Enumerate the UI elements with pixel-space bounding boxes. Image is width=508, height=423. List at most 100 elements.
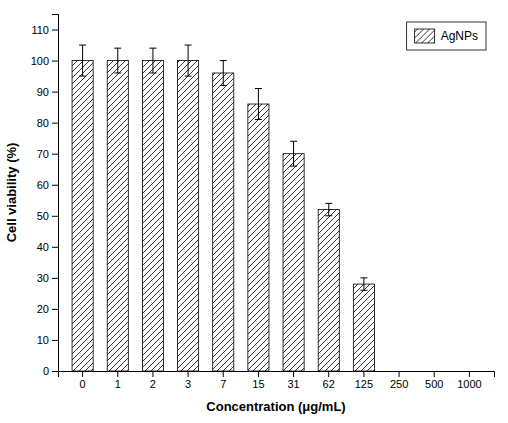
x-tick: 0	[80, 371, 86, 390]
x-tick: 7	[220, 371, 226, 390]
bar	[248, 104, 269, 371]
error-bar	[149, 48, 156, 73]
x-tick-label: 7	[220, 378, 226, 390]
x-tick-label: 1	[115, 378, 121, 390]
y-tick-mark	[52, 340, 58, 341]
chart: 0 1 2 3 7 15 31 62 125 250 500 1000 0 10 20 30 40 50 60 70 8…	[0, 0, 508, 423]
y-tick-mark	[52, 309, 58, 310]
bar	[353, 284, 374, 371]
y-tick: 80	[37, 117, 58, 129]
y-tick-mark	[52, 123, 58, 124]
x-tick: 1	[115, 371, 121, 390]
x-tick: 15	[252, 371, 264, 390]
y-tick-mark	[52, 92, 58, 93]
x-tick-mark	[258, 371, 259, 377]
y-axis-line	[52, 15, 59, 372]
y-tick-mark	[52, 371, 58, 372]
bar	[142, 61, 163, 371]
y-tick-mark	[52, 154, 58, 155]
x-axis-title: Concentration (μg/mL)	[206, 399, 345, 414]
error-bar	[220, 61, 227, 86]
y-tick: 30	[37, 272, 58, 284]
y-tick-label: 90	[37, 86, 49, 98]
y-tick-mark	[52, 30, 58, 31]
x-tick-label: 250	[390, 378, 408, 390]
x-tick-mark	[117, 371, 118, 377]
x-tick-mark	[223, 371, 224, 377]
y-tick: 20	[37, 303, 58, 315]
x-tick-label: 62	[323, 378, 335, 390]
y-tick-label: 110	[31, 24, 49, 36]
y-tick-label: 100	[31, 55, 49, 67]
y-tick: 40	[37, 241, 58, 253]
error-bar	[79, 45, 86, 76]
error-bar	[325, 203, 332, 215]
y-axis-title: Cell viability (%)	[4, 143, 19, 243]
x-tick-mark	[188, 371, 189, 377]
x-tick-mark	[434, 371, 435, 377]
y-tick: 110	[31, 24, 58, 36]
x-tick: 250	[390, 371, 408, 390]
x-tick-label: 2	[150, 378, 156, 390]
x-tick: 500	[425, 371, 443, 390]
x-tick-mark	[293, 371, 294, 377]
y-tick-label: 30	[37, 272, 49, 284]
y-tick: 0	[43, 365, 58, 377]
y-tick: 100	[31, 55, 58, 67]
y-tick: 90	[37, 86, 58, 98]
x-axis: 0 1 2 3 7 15 31 62 125 250 500 1000	[59, 371, 495, 390]
plot: 0 1 2 3 7 15 31 62 125 250 500 1000 0 10 20 30 40 50 60 70 8…	[31, 15, 495, 390]
x-tick-label: 1000	[457, 378, 481, 390]
y-tick-mark	[52, 216, 58, 217]
y-axis: 0 10 20 30 40 50 60 70 80 90 100 110	[31, 15, 59, 378]
legend-swatch	[415, 29, 435, 43]
x-tick-label: 31	[287, 378, 299, 390]
error-bar	[255, 89, 262, 120]
y-tick-label: 0	[43, 365, 49, 377]
y-tick: 60	[37, 179, 58, 191]
x-tick-label: 0	[80, 378, 86, 390]
x-tick: 31	[287, 371, 299, 390]
bar	[283, 154, 304, 371]
x-tick-mark	[152, 371, 153, 377]
y-tick-mark	[52, 247, 58, 248]
y-tick-label: 10	[37, 334, 49, 346]
x-tick-label: 500	[425, 378, 443, 390]
bar	[107, 61, 128, 371]
legend-frame	[407, 22, 486, 50]
y-tick-mark	[52, 278, 58, 279]
error-bar	[185, 45, 192, 76]
y-tick-mark	[52, 185, 58, 186]
y-tick-label: 40	[37, 241, 49, 253]
y-tick-mark	[52, 61, 58, 62]
x-tick-mark	[399, 371, 400, 377]
x-tick-label: 15	[252, 378, 264, 390]
y-tick-label: 80	[37, 117, 49, 129]
y-tick-label: 70	[37, 148, 49, 160]
x-tick: 1000	[457, 371, 481, 390]
bar	[178, 61, 199, 371]
x-tick: 2	[150, 371, 156, 390]
error-bar	[360, 278, 367, 290]
x-tick-label: 3	[185, 378, 191, 390]
y-tick: 10	[37, 334, 58, 346]
x-tick-label: 125	[355, 378, 373, 390]
y-tick: 50	[37, 210, 58, 222]
y-tick-label: 50	[37, 210, 49, 222]
bar	[72, 61, 93, 371]
y-tick-label: 20	[37, 303, 49, 315]
x-tick: 62	[323, 371, 335, 390]
marks	[72, 45, 374, 371]
error-bar	[114, 48, 121, 73]
bar	[318, 210, 339, 371]
x-tick-mark	[328, 371, 329, 377]
y-tick: 70	[37, 148, 58, 160]
y-tick-label: 60	[37, 179, 49, 191]
x-tick-mark	[82, 371, 83, 377]
x-tick-mark	[363, 371, 364, 377]
bar	[213, 73, 234, 371]
x-tick: 3	[185, 371, 191, 390]
legend-label: AgNPs	[441, 29, 478, 43]
x-tick-mark	[469, 371, 470, 377]
legend: AgNPs	[407, 22, 486, 50]
